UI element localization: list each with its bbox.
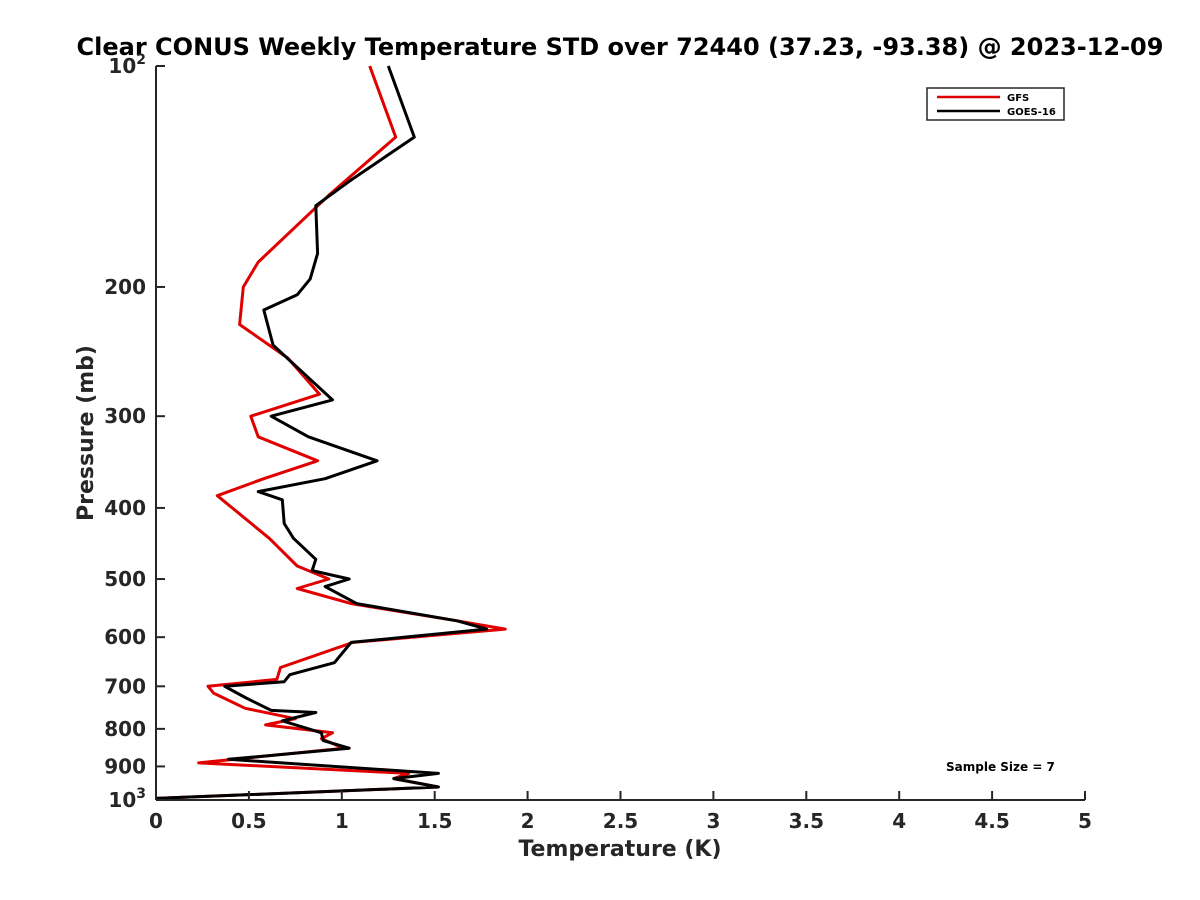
x-tick-label: 1 <box>335 809 349 833</box>
series-line-goes16 <box>155 65 489 800</box>
x-tick-label: 3.5 <box>789 809 824 833</box>
legend-box <box>926 87 1065 121</box>
x-tick-label: 2 <box>521 809 535 833</box>
y-tick-label: 200 <box>104 275 146 299</box>
sample-size-annotation: Sample Size = 7 <box>946 760 1055 774</box>
x-axis-label: Temperature (K) <box>518 837 721 862</box>
x-tick-label: 4 <box>892 809 906 833</box>
y-tick-label: 900 <box>104 754 146 778</box>
y-tick-label: 103 <box>108 786 146 812</box>
x-tick-label: 2.5 <box>603 809 638 833</box>
legend: GFS GOES-16 <box>926 87 1065 121</box>
x-tick-label: 0 <box>149 809 163 833</box>
y-tick-label: 400 <box>104 496 146 520</box>
y-tick-label: 800 <box>104 717 146 741</box>
y-tick-label: 600 <box>104 625 146 649</box>
ticks: 0 0.5 1 1.5 2 2.5 3 3.5 4 4.5 5 102 200 300 400 500 600 7… <box>104 52 1092 833</box>
legend-label-goes16: GOES-16 <box>1007 107 1056 118</box>
axes <box>155 66 1085 801</box>
y-tick-label: 500 <box>104 567 146 591</box>
x-tick-label: 5 <box>1078 809 1092 833</box>
y-tick-label: 102 <box>108 52 146 78</box>
x-tick-label: 1.5 <box>417 809 452 833</box>
series-layer <box>155 65 507 800</box>
x-tick-label: 0.5 <box>231 809 266 833</box>
series-line-gfs <box>155 65 507 800</box>
x-tick-label: 3 <box>706 809 720 833</box>
x-tick-label: 4.5 <box>974 809 1009 833</box>
legend-label-gfs: GFS <box>1007 93 1029 104</box>
chart-title: Clear CONUS Weekly Temperature STD over … <box>77 33 1164 61</box>
y-tick-label: 300 <box>104 404 146 428</box>
y-tick-label: 700 <box>104 674 146 698</box>
y-axis-label: Pressure (mb) <box>74 345 99 521</box>
